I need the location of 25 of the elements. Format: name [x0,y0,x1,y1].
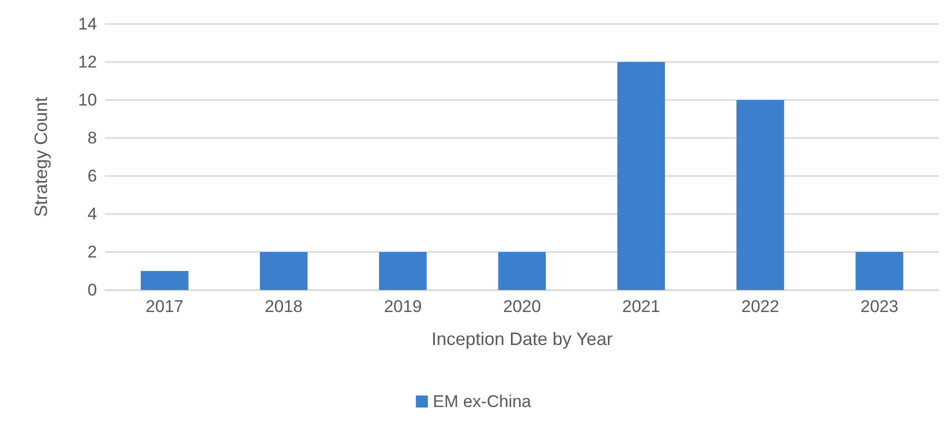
y-tick-label: 14 [78,14,97,34]
x-tick-label: 2021 [622,297,660,316]
legend-label: EM ex-China [432,392,532,411]
x-tick-label: 2022 [741,297,780,316]
x-tick-label: 2019 [384,297,422,316]
x-tick-label: 2018 [264,297,303,316]
y-tick-label: 8 [88,128,97,148]
x-tick-label: 2023 [860,297,898,316]
bar [498,252,546,290]
y-tick-label: 4 [88,204,97,224]
y-tick-label: 0 [88,280,97,300]
y-axis-title: Strategy Count [31,96,51,218]
bar [736,100,784,290]
y-tick-label: 2 [88,242,97,262]
bar [856,252,904,290]
x-tick-label: 2020 [503,297,541,316]
y-tick-label: 10 [78,90,97,110]
bar [140,271,188,290]
bar [260,252,308,290]
x-tick-label: 2017 [146,297,184,316]
y-tick-label: 6 [88,166,97,186]
x-axis-title: Inception Date by Year [431,329,613,349]
bar [617,62,665,290]
y-tick-label: 12 [78,52,97,72]
bar [379,252,427,290]
